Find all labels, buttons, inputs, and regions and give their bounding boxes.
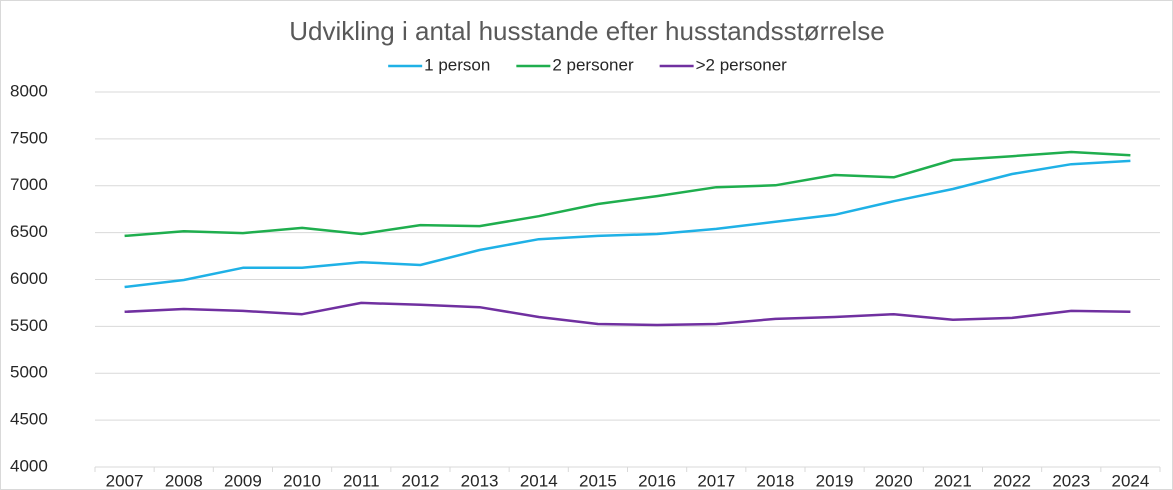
y-tick-label: 7500 xyxy=(10,128,48,147)
legend-label: 1 person xyxy=(424,55,490,74)
x-tick-label: 2019 xyxy=(816,471,854,490)
x-tick-label: 2013 xyxy=(461,471,499,490)
y-tick-label: 6000 xyxy=(10,269,48,288)
x-tick-label: 2009 xyxy=(224,471,262,490)
y-tick-label: 7000 xyxy=(10,175,48,194)
x-tick-label: 2011 xyxy=(343,471,380,490)
x-tick-label: 2024 xyxy=(1112,471,1150,490)
x-tick-label: 2015 xyxy=(579,471,617,490)
x-tick-label: 2014 xyxy=(520,471,558,490)
x-tick-label: 2017 xyxy=(697,471,735,490)
series-line xyxy=(124,159,1131,289)
y-tick-label: 5500 xyxy=(10,316,48,335)
y-tick-label: 4000 xyxy=(10,456,48,475)
x-tick-label: 2008 xyxy=(165,471,203,490)
legend: 1 person 2 personer >2 personer xyxy=(388,55,787,74)
y-tick-label: 6500 xyxy=(10,222,48,241)
chart-title: Udvikling i antal husstande efter hussta… xyxy=(289,16,884,46)
legend-label: 2 personer xyxy=(552,55,634,74)
x-tick-label: 2016 xyxy=(638,471,676,490)
y-tick-label: 5000 xyxy=(10,363,48,382)
x-tick-label: 2018 xyxy=(757,471,795,490)
x-tick-label: 2022 xyxy=(993,471,1031,490)
x-tick-label: 2021 xyxy=(934,471,972,490)
y-tick-label: 4500 xyxy=(10,410,48,429)
series-line xyxy=(124,150,1131,238)
legend-label: >2 personer xyxy=(696,55,788,74)
x-tick-label: 2020 xyxy=(875,471,913,490)
x-tick-label: 2007 xyxy=(106,471,144,490)
x-tick-label: 2023 xyxy=(1052,471,1090,490)
x-tick-label: 2012 xyxy=(402,471,440,490)
x-tick-label: 2010 xyxy=(283,471,321,490)
y-tick-label: 8000 xyxy=(10,81,48,100)
series-line xyxy=(124,301,1131,327)
